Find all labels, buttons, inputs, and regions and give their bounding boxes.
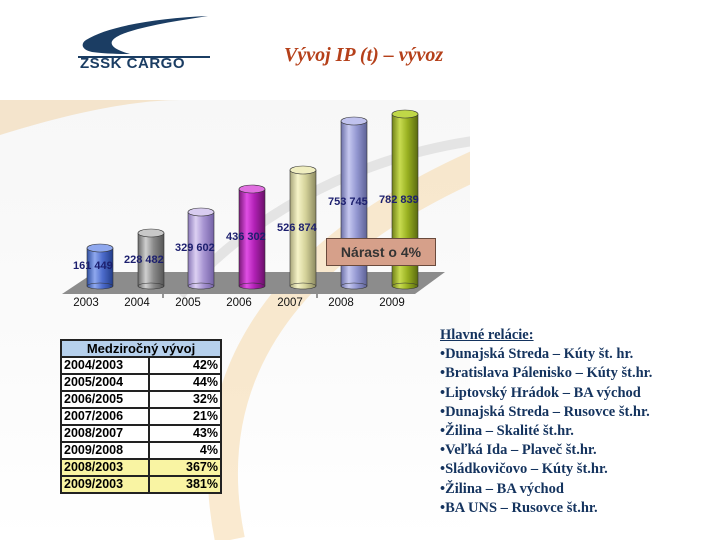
bar-value-2007: 526 874 bbox=[277, 222, 317, 234]
value-cell: 4% bbox=[148, 441, 222, 460]
x-tick-2009: 2009 bbox=[379, 297, 405, 309]
period-cell: 2008/2007 bbox=[60, 424, 150, 443]
table-row: 2008/2007 43% bbox=[60, 424, 222, 443]
yoy-table: Medziročný vývoj 2004/2003 42% 2005/2004 4… bbox=[60, 339, 222, 494]
relations-heading: Hlavné relácie: bbox=[440, 327, 534, 343]
table-row: 2006/2005 32% bbox=[60, 390, 222, 409]
table-row: 2005/2004 44% bbox=[60, 373, 222, 392]
relation-item: •Dunajská Streda – Kúty št. hr. bbox=[440, 346, 634, 363]
x-tick-2003: 2003 bbox=[73, 297, 99, 309]
table-row: 2009/2008 4% bbox=[60, 441, 222, 460]
value-cell: 21% bbox=[148, 407, 222, 426]
value-cell: 42% bbox=[148, 356, 222, 375]
relation-item: •Sládkovičovo – Kúty št.hr. bbox=[440, 461, 608, 478]
value-cell: 381% bbox=[148, 475, 222, 494]
bar-value-2008: 753 745 bbox=[328, 196, 368, 208]
value-cell: 44% bbox=[148, 373, 222, 392]
relation-item: •Žilina – Skalité št.hr. bbox=[440, 423, 574, 440]
value-cell: 32% bbox=[148, 390, 222, 409]
period-cell: 2006/2005 bbox=[60, 390, 150, 409]
value-cell: 43% bbox=[148, 424, 222, 443]
bar-value-2005: 329 602 bbox=[175, 242, 215, 254]
main-relations: Hlavné relácie: •Dunajská Streda – Kúty … bbox=[440, 326, 652, 518]
bar-chart bbox=[62, 109, 445, 298]
x-tick-2008: 2008 bbox=[328, 297, 354, 309]
table-row: 2007/2006 21% bbox=[60, 407, 222, 426]
period-cell: 2008/2003 bbox=[60, 458, 150, 477]
x-tick-2007: 2007 bbox=[277, 297, 303, 309]
bar-value-2009: 782 839 bbox=[379, 194, 419, 206]
relation-item: •Žilina – BA východ bbox=[440, 480, 564, 497]
relation-item: •Veľká Ida – Plaveč št.hr. bbox=[440, 442, 597, 459]
period-cell: 2005/2004 bbox=[60, 373, 150, 392]
table-row-highlight: 2008/2003 367% bbox=[60, 458, 222, 477]
value-cell: 367% bbox=[148, 458, 222, 477]
page-title: Vývoj IP (t) – vývoz bbox=[284, 44, 444, 66]
zssk-cargo-logo bbox=[78, 16, 210, 58]
period-cell: 2004/2003 bbox=[60, 356, 150, 375]
bar-value-2004: 228 482 bbox=[124, 254, 164, 266]
relation-item: •Liptovský Hrádok – BA východ bbox=[440, 384, 641, 401]
period-cell: 2009/2003 bbox=[60, 475, 150, 494]
growth-annotation: Nárast o 4% bbox=[326, 238, 436, 266]
period-cell: 2009/2008 bbox=[60, 441, 150, 460]
bar-value-2003: 161 449 bbox=[73, 260, 113, 272]
table-header: Medziročný vývoj bbox=[60, 339, 222, 358]
table-row: 2004/2003 42% bbox=[60, 356, 222, 375]
x-tick-2005: 2005 bbox=[175, 297, 201, 309]
period-cell: 2007/2006 bbox=[60, 407, 150, 426]
relation-item: •Dunajská Streda – Rusovce št.hr. bbox=[440, 403, 650, 420]
relation-item: •BA UNS – Rusovce št.hr. bbox=[440, 499, 598, 516]
x-tick-2006: 2006 bbox=[226, 297, 252, 309]
relation-item: •Bratislava Pálenisko – Kúty št.hr. bbox=[440, 365, 653, 382]
x-tick-2004: 2004 bbox=[124, 297, 150, 309]
logo-text: ZSSK CARGO bbox=[80, 55, 186, 72]
bar-value-2006: 436 302 bbox=[226, 231, 266, 243]
table-row-highlight: 2009/2003 381% bbox=[60, 475, 222, 494]
